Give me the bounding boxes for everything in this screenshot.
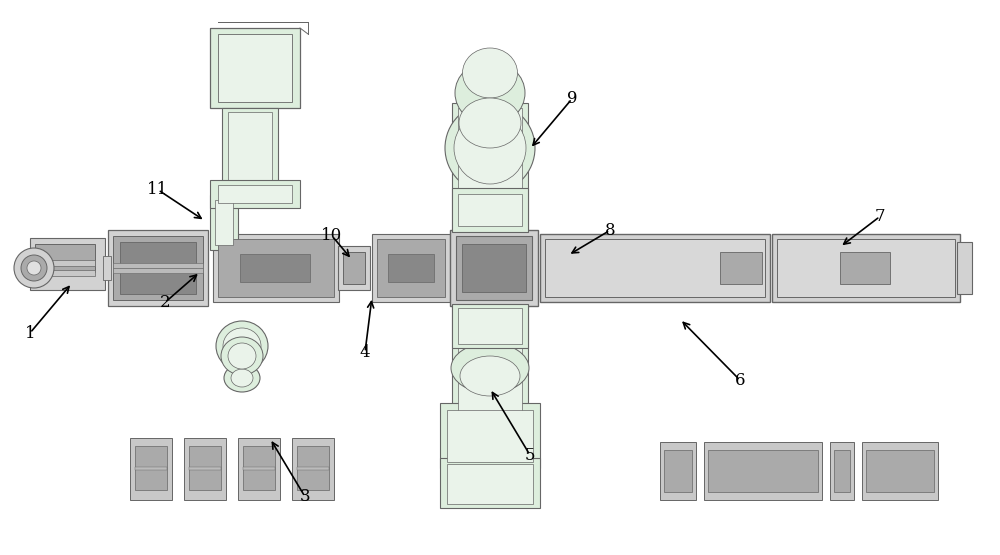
Bar — [452, 103, 528, 233]
Circle shape — [14, 248, 54, 288]
Bar — [458, 308, 522, 344]
Ellipse shape — [459, 98, 521, 148]
Bar — [210, 195, 238, 250]
Bar — [113, 263, 203, 268]
Bar — [862, 442, 938, 500]
Bar — [708, 450, 818, 492]
Bar — [103, 256, 111, 280]
Bar — [664, 450, 692, 492]
Bar — [458, 310, 522, 430]
Bar — [30, 238, 105, 290]
Bar — [228, 112, 272, 180]
Bar — [35, 244, 95, 272]
Bar — [540, 234, 770, 302]
Circle shape — [27, 261, 41, 275]
Text: 6: 6 — [735, 372, 745, 388]
Ellipse shape — [228, 343, 256, 369]
Bar — [772, 234, 960, 302]
Bar — [135, 446, 167, 490]
Ellipse shape — [460, 356, 520, 396]
Bar — [440, 403, 540, 468]
Text: 7: 7 — [875, 208, 885, 225]
Ellipse shape — [224, 364, 260, 392]
Text: 2: 2 — [160, 294, 170, 311]
Bar — [130, 438, 172, 500]
Bar — [222, 108, 278, 183]
Bar — [210, 28, 300, 108]
Bar — [866, 450, 934, 492]
Bar — [660, 442, 696, 500]
Ellipse shape — [455, 61, 525, 125]
Bar — [450, 230, 538, 306]
Bar — [243, 467, 275, 470]
Ellipse shape — [451, 343, 529, 393]
Text: 11: 11 — [147, 181, 169, 198]
Bar — [720, 252, 762, 284]
Text: 9: 9 — [567, 90, 577, 107]
Bar — [452, 188, 528, 232]
Text: 8: 8 — [605, 222, 615, 239]
Bar — [135, 467, 167, 470]
Bar — [458, 108, 522, 228]
Ellipse shape — [216, 321, 268, 371]
Bar — [189, 467, 221, 470]
Bar — [372, 234, 450, 302]
Bar — [297, 446, 329, 490]
Bar — [447, 410, 533, 462]
Text: 3: 3 — [300, 488, 310, 505]
Ellipse shape — [223, 328, 261, 364]
Ellipse shape — [231, 369, 253, 387]
Bar — [704, 442, 822, 500]
Bar — [338, 246, 370, 290]
Bar — [238, 438, 280, 500]
Bar — [215, 200, 233, 245]
Bar — [113, 268, 203, 273]
Text: 5: 5 — [525, 447, 535, 463]
Bar — [456, 236, 532, 300]
Bar — [377, 239, 445, 297]
Bar — [218, 185, 292, 203]
Bar — [213, 234, 339, 302]
Bar — [452, 304, 528, 348]
Bar — [388, 254, 434, 282]
Bar — [297, 467, 329, 470]
Ellipse shape — [445, 103, 535, 193]
Bar — [440, 458, 540, 508]
Bar — [210, 180, 300, 208]
Bar — [834, 450, 850, 492]
Text: 10: 10 — [321, 228, 343, 244]
Bar — [462, 244, 526, 292]
Bar — [343, 252, 365, 284]
Bar — [292, 438, 334, 500]
Bar — [957, 242, 972, 294]
Bar — [545, 239, 765, 297]
Bar — [830, 442, 854, 500]
Bar — [447, 464, 533, 504]
Bar — [458, 194, 522, 226]
Ellipse shape — [221, 337, 263, 375]
Bar — [218, 239, 334, 297]
Bar — [113, 236, 203, 300]
Bar — [840, 252, 890, 284]
Bar — [120, 242, 196, 294]
Bar — [218, 34, 292, 102]
Bar — [35, 270, 95, 276]
Bar — [108, 230, 208, 306]
Bar — [240, 254, 310, 282]
Text: 4: 4 — [360, 344, 370, 361]
Bar — [777, 239, 955, 297]
Bar — [184, 438, 226, 500]
Bar — [189, 446, 221, 490]
Bar — [243, 446, 275, 490]
Text: 1: 1 — [25, 325, 35, 341]
Circle shape — [21, 255, 47, 281]
Ellipse shape — [454, 112, 526, 184]
Bar — [452, 306, 528, 436]
Ellipse shape — [462, 48, 518, 98]
Bar — [35, 260, 95, 266]
